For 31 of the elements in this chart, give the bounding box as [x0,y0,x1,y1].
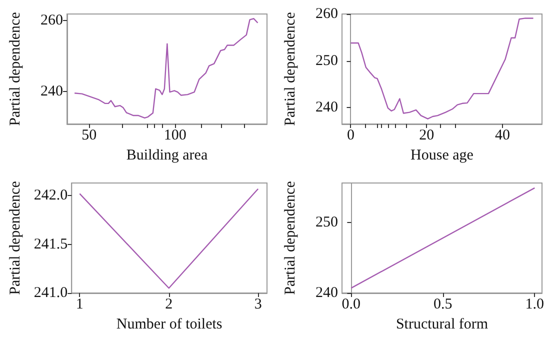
x-tick-label: 1.0 [525,296,544,312]
y-tick-label: 240 [40,83,63,100]
line-series [350,18,534,120]
x-tick-label: 1 [76,296,84,312]
y-tick-label: 242.0 [34,187,68,204]
x-tick-label: 50 [82,128,97,144]
y-tick-label: 241.5 [34,236,68,252]
y-tick-label: 260 [316,6,338,22]
y-axis-title: Partial dependence [282,180,298,294]
y-axis-title: Partial dependence [282,12,298,126]
x-tick-label: 100 [164,128,186,144]
x-axis-title: Building area [126,148,208,164]
y-tick-label: 250 [316,52,338,69]
y-axis-title: Partial dependence [8,180,24,294]
x-tick-label: 3 [254,296,262,312]
x-axis-title: Number of toilets [116,316,222,332]
x-tick-label: 20 [419,128,434,144]
x-tick-label: 0 [346,128,354,144]
y-tick-label: 250 [316,214,338,230]
x-tick-label: 2 [165,296,173,312]
y-tick-label: 260 [40,12,63,28]
x-tick-label: 0.5 [434,296,452,312]
y-axis-title: Partial dependence [8,12,24,126]
x-tick-label: 0.0 [342,296,361,312]
line-series [74,18,258,119]
x-axis-title: Structural form [396,316,488,332]
y-tick-label: 240 [316,100,338,116]
y-tick-label: 240 [316,284,338,300]
x-tick-label: 40 [495,128,510,144]
y-tick-label: 241.0 [34,284,68,300]
x-axis-title: House age [410,148,474,164]
